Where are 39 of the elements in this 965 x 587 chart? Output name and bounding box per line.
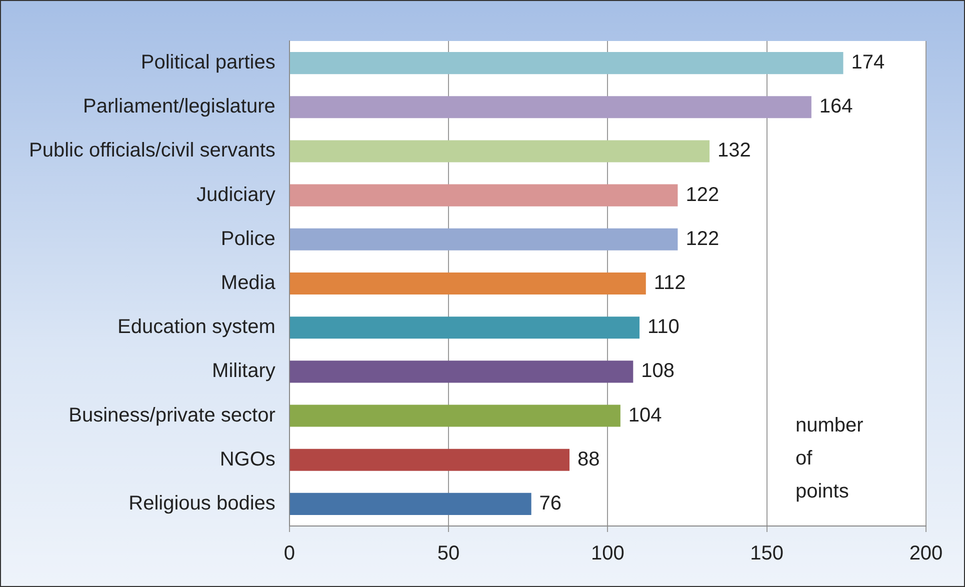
- y-tick-label: Police: [220, 228, 276, 250]
- bar: [290, 492, 532, 515]
- y-tick-label: Political parties: [140, 52, 276, 74]
- bar: [290, 316, 640, 339]
- y-tick-label: Media: [220, 272, 276, 294]
- x-tick-label: 200: [909, 542, 943, 565]
- y-tick-label: Business/private sector: [68, 404, 276, 426]
- bar: [290, 272, 646, 295]
- data-label: 122: [686, 184, 720, 206]
- y-tick-label: NGOs: [220, 448, 276, 470]
- data-label: 104: [628, 404, 662, 426]
- y-tick-label: Parliament/legislature: [83, 96, 276, 118]
- y-tick-label: Public officials/civil servants: [28, 140, 276, 162]
- bar: [290, 140, 710, 162]
- bar: [290, 448, 570, 471]
- bar: [290, 228, 678, 250]
- data-label: 122: [686, 228, 720, 250]
- y-tick-label: Education system: [118, 316, 276, 338]
- y-tick-label: Military: [212, 360, 276, 382]
- x-tick-label: 150: [750, 542, 784, 565]
- annotation: number of points: [795, 414, 864, 503]
- y-tick-label: Religious bodies: [128, 492, 276, 514]
- data-label: 174: [851, 52, 885, 74]
- data-label: 108: [641, 360, 675, 382]
- bar: [290, 360, 634, 383]
- bar: [290, 404, 620, 427]
- data-label: 164: [819, 96, 853, 118]
- x-tick-label: 100: [591, 542, 624, 565]
- x-tick-label: 0: [284, 542, 295, 565]
- data-label: 132: [718, 140, 751, 162]
- y-tick-label: Judiciary: [196, 184, 276, 206]
- x-tick-label: 50: [437, 542, 460, 565]
- bar: [290, 52, 844, 74]
- data-label: 88: [577, 448, 600, 470]
- data-label: 112: [654, 272, 686, 294]
- bar: [290, 184, 678, 206]
- data-label: 76: [539, 492, 562, 514]
- bar: [290, 96, 812, 118]
- data-label: 110: [648, 316, 680, 338]
